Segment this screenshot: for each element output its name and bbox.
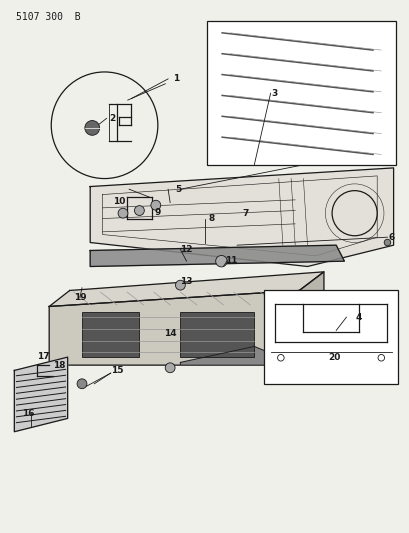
Text: 2: 2	[109, 114, 116, 123]
Text: 15: 15	[110, 366, 123, 375]
Circle shape	[134, 206, 144, 215]
Text: 1: 1	[173, 75, 179, 83]
Bar	[264, 290, 397, 384]
Circle shape	[151, 200, 160, 210]
Text: 3: 3	[271, 89, 277, 98]
Circle shape	[85, 120, 99, 135]
Circle shape	[383, 239, 390, 246]
Polygon shape	[90, 245, 344, 266]
Text: 8: 8	[207, 214, 214, 223]
Text: 20: 20	[327, 353, 339, 361]
Text: 9: 9	[154, 208, 161, 216]
Polygon shape	[14, 357, 67, 432]
Text: 12: 12	[180, 245, 192, 254]
Polygon shape	[180, 346, 299, 365]
Text: 19: 19	[74, 293, 86, 302]
Text: 7: 7	[242, 209, 249, 217]
Text: 6: 6	[387, 233, 394, 241]
Text: 13: 13	[180, 277, 192, 286]
Polygon shape	[49, 290, 299, 365]
Polygon shape	[49, 272, 323, 306]
Text: 16: 16	[22, 409, 35, 417]
Bar	[207, 21, 395, 165]
Bar	[82, 312, 139, 357]
Text: 5107 300  B: 5107 300 B	[16, 12, 81, 22]
Text: 11: 11	[225, 256, 237, 264]
Text: 4: 4	[355, 313, 361, 321]
Circle shape	[118, 208, 128, 218]
Circle shape	[175, 280, 185, 290]
Bar	[180, 312, 254, 357]
Polygon shape	[90, 168, 393, 266]
Text: 10: 10	[112, 197, 125, 206]
Circle shape	[77, 379, 87, 389]
Text: 5: 5	[175, 185, 181, 193]
Text: 14: 14	[164, 329, 176, 338]
Polygon shape	[299, 272, 323, 365]
Circle shape	[165, 363, 175, 373]
Circle shape	[215, 255, 227, 267]
Text: 18: 18	[53, 361, 65, 369]
Text: 17: 17	[37, 352, 49, 360]
